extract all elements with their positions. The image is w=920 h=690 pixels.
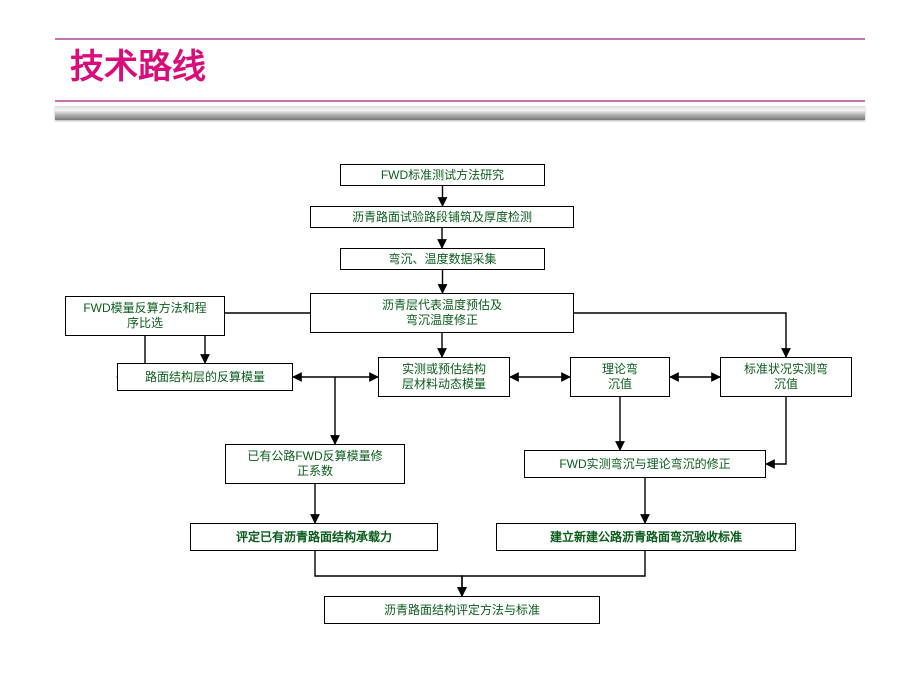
flow-node-n12: 评定已有沥青路面结构承载力	[190, 523, 438, 551]
slide-title: 技术路线	[70, 39, 206, 88]
flow-node-n7: 实测或预估结构层材料动态模量	[378, 357, 510, 397]
flow-node-n5: FWD模量反算方法和程序比选	[65, 296, 225, 336]
flow-node-n11: FWD实测弯沉与理论弯沉的修正	[524, 450, 766, 478]
flow-node-n13: 建立新建公路沥青路面弯沉验收标准	[496, 523, 796, 551]
flow-node-n6: 路面结构层的反算模量	[117, 363, 293, 391]
flow-node-n4: 沥青层代表温度预估及弯沉温度修正	[310, 293, 574, 333]
flowchart-edges	[0, 0, 920, 690]
divider-bar	[55, 106, 865, 120]
flow-node-n1: FWD标准测试方法研究	[340, 164, 545, 186]
flow-node-n8: 理论弯沉值	[570, 357, 670, 397]
flow-node-n2: 沥青路面试验路段铺筑及厚度检测	[310, 206, 574, 228]
flow-node-n3: 弯沉、温度数据采集	[340, 248, 545, 270]
flow-node-n14: 沥青路面结构评定方法与标准	[324, 596, 600, 624]
flow-node-n10: 已有公路FWD反算模量修正系数	[225, 444, 405, 484]
flow-node-n9: 标准状况实测弯沉值	[720, 357, 852, 397]
